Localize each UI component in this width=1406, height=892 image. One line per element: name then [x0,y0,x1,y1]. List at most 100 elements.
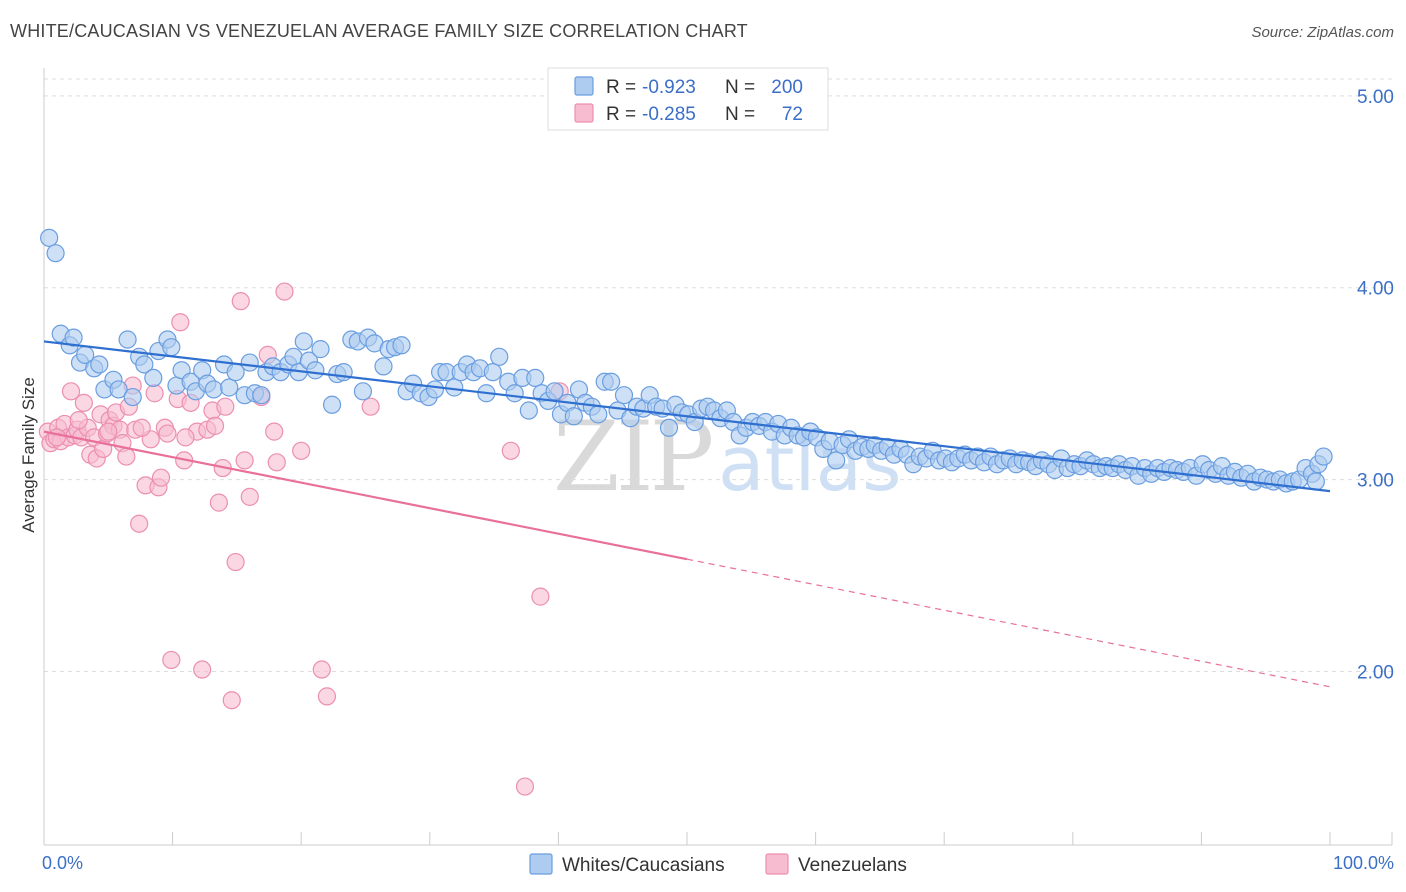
stats-box: R = -0.923 N = 200 R = -0.285 N = 72 [547,67,829,131]
point-white [827,451,846,470]
point-white [505,384,524,403]
point-venezuelan [361,397,380,416]
point-white [425,380,445,399]
legend-label-venezuelans: Venezuelans [798,855,907,876]
point-white [602,372,621,391]
point-white [526,368,545,388]
point-white [240,353,259,372]
stats-n-label-2: N = [725,104,755,125]
chart-source: Source: ZipAtlas.com [1251,24,1394,41]
point-white [252,386,271,405]
legend: Whites/Caucasians Venezuelans [529,853,907,876]
point-venezuelan [312,660,331,679]
point-white [204,380,223,399]
point-venezuelan [531,587,550,606]
chart-title: WHITE/CAUCASIAN VS VENEZUELAN AVERAGE FA… [10,21,748,41]
point-venezuelan [158,424,177,443]
y-tick-label: 4.00 [1357,279,1394,300]
y-tick-label: 2.00 [1357,662,1394,683]
point-venezuelan [240,487,259,506]
point-white [659,418,679,437]
legend-swatch-whites [529,853,553,875]
trend-line-whites [43,340,1331,493]
point-white [294,332,313,351]
stats-swatch-pink [574,103,594,123]
point-white [311,340,330,359]
legend-label-whites: Whites/Caucasians [562,855,725,876]
point-white [614,386,634,405]
point-venezuelan [501,441,520,460]
stats-n-value-2: 72 [782,104,803,125]
stats-r-value-1: -0.923 [642,77,696,98]
stats-r-label-2: R = [606,104,636,125]
point-white [284,347,303,366]
point-venezuelan [317,687,337,706]
stats-swatch-blue [574,76,594,96]
point-venezuelan [209,493,228,512]
y-tick-label: 5.00 [1357,87,1394,108]
point-venezuelan [61,382,81,401]
point-white [483,363,502,382]
gridlines [44,78,1392,672]
point-white [220,378,239,397]
point-white [374,357,393,376]
point-white [1314,447,1333,466]
x-ticks: 0.0% 100.0% [42,832,1394,873]
x-tick-label: 100.0% [1333,853,1394,873]
point-venezuelan [216,397,235,416]
point-venezuelan [74,393,93,412]
point-venezuelan [226,552,245,572]
series-whites-caucasians [40,228,1333,493]
point-venezuelan [99,422,118,441]
point-venezuelan [265,422,284,441]
y-axis-title: Average Family Size [19,377,38,533]
y-tick-labels: 2.00 3.00 4.00 5.00 [1357,87,1394,684]
point-venezuelan [222,691,241,710]
point-white [353,382,373,401]
point-white [90,355,109,374]
point-venezuelan [267,453,286,472]
trend-line-venezuelans-solid [43,430,688,561]
point-venezuelan [151,468,171,487]
axes [43,68,1392,846]
trend-lines [43,340,1331,688]
point-white [40,228,59,247]
series-venezuelans [38,282,569,796]
point-white [123,387,142,407]
point-white [162,338,181,357]
point-white [118,330,137,349]
point-venezuelan [275,282,294,301]
point-venezuelan [171,313,190,332]
stats-r-label-1: R = [606,77,636,98]
trend-line-venezuelans-dashed [686,558,1331,688]
point-venezuelan [132,418,151,437]
point-venezuelan [231,292,250,311]
stats-n-value-1: 200 [771,77,803,98]
point-white [589,405,608,424]
stats-r-value-2: -0.285 [642,104,696,125]
point-venezuelan [235,451,254,470]
point-venezuelan [205,416,225,435]
point-venezuelan [145,384,164,403]
point-venezuelan [176,428,195,447]
point-venezuelan [69,411,88,430]
point-white [564,407,583,426]
x-tick-label: 0.0% [42,853,83,873]
point-white [1306,472,1325,491]
point-venezuelan [47,428,66,447]
point-white [306,361,325,380]
point-white [46,244,65,263]
stats-box-frame [547,67,829,131]
y-tick-label: 3.00 [1357,471,1394,492]
point-venezuelan [193,660,212,679]
point-white [144,368,163,388]
point-white [322,395,342,414]
point-venezuelan [515,777,535,796]
point-white [392,336,411,355]
point-white [109,380,128,399]
point-venezuelan [117,447,136,466]
point-venezuelan [130,514,149,533]
point-white [135,355,154,374]
point-venezuelan [162,650,181,670]
